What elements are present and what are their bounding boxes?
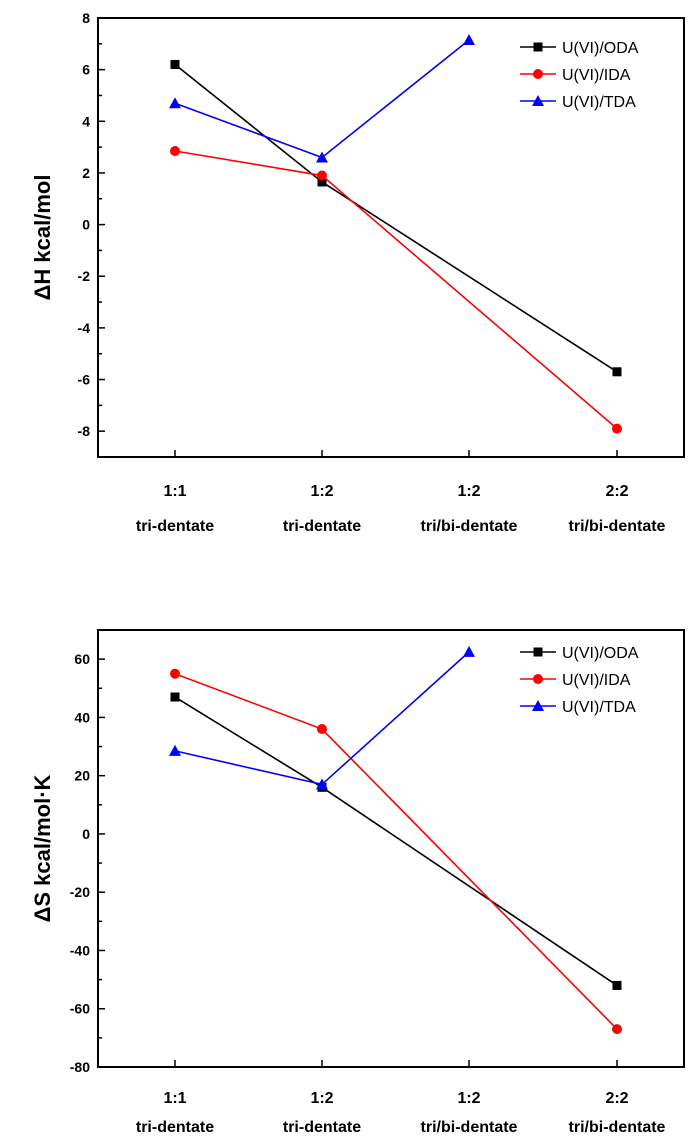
legend-label: U(VI)/ODA — [562, 645, 639, 662]
y-tick-label: -20 — [70, 884, 90, 900]
chart-panel-2: 60 40 20 0 -20 -40 -60 -80 1:1 tri-dentate 1:2 tri-… — [30, 629, 685, 1136]
y-tick-label: -6 — [78, 372, 91, 388]
data-point — [612, 980, 622, 990]
legend-marker — [533, 674, 543, 684]
x-subcategory-label: tri-dentate — [283, 518, 361, 535]
series-line — [174, 39, 470, 159]
x-category-label: 1:2 — [310, 1090, 333, 1107]
y-axis-label: ΔS kcal/mol·K — [30, 774, 55, 922]
legend-marker — [533, 647, 543, 657]
data-point — [170, 668, 180, 679]
series-line — [174, 651, 470, 786]
legend-label: U(VI)/ODA — [562, 40, 639, 57]
x-subcategory-label: tri/bi-dentate — [569, 1119, 666, 1136]
data-point — [463, 33, 475, 45]
series-line — [174, 696, 618, 987]
x-category-label: 2:2 — [605, 1090, 628, 1107]
y-axis-label: ΔH kcal/mol — [30, 175, 55, 301]
series-u-vi-tda — [169, 645, 475, 790]
data-point — [612, 1024, 622, 1035]
legend-label: U(VI)/TDA — [562, 94, 636, 111]
x-subcategory-label: tri/bi-dentate — [569, 518, 666, 535]
y-tick-label: 40 — [74, 709, 90, 725]
series-line — [174, 63, 618, 373]
legend-marker — [532, 700, 544, 711]
legend-marker — [532, 95, 544, 106]
y-tick-label: -60 — [70, 1001, 90, 1017]
series-u-vi-oda — [170, 59, 622, 377]
x-category-label: 1:2 — [310, 483, 333, 500]
y-tick-label: 8 — [82, 10, 90, 26]
data-point — [463, 645, 475, 657]
data-point — [612, 423, 622, 434]
x-subcategory-label: tri/bi-dentate — [421, 1119, 518, 1136]
data-point — [169, 744, 181, 756]
y-tick-label: -40 — [70, 942, 90, 958]
data-point — [170, 59, 180, 69]
legend-marker — [533, 42, 543, 52]
legend: U(VI)/ODA U(VI)/IDA U(VI)/TDA — [520, 40, 639, 111]
plot-frame — [97, 17, 685, 458]
data-point — [316, 151, 328, 163]
data-point — [170, 145, 180, 156]
x-category-label: 2:2 — [605, 483, 628, 500]
y-tick-label: 2 — [82, 165, 90, 181]
x-subcategory-label: tri/bi-dentate — [421, 518, 518, 535]
y-tick-label: 4 — [82, 113, 90, 129]
series-u-vi-oda — [170, 692, 622, 990]
data-point — [169, 97, 181, 109]
legend-label: U(VI)/TDA — [562, 699, 636, 716]
series-u-vi-tda — [169, 33, 475, 163]
data-point — [317, 170, 327, 181]
x-subcategory-label: tri-dentate — [136, 518, 214, 535]
x-category-label: 1:1 — [163, 483, 186, 500]
series-u-vi-ida — [170, 668, 622, 1035]
data-point — [316, 778, 328, 790]
legend-label: U(VI)/IDA — [562, 672, 631, 689]
data-point — [317, 177, 327, 187]
x-category-label: 1:2 — [457, 1090, 480, 1107]
y-tick-label: 0 — [82, 826, 90, 842]
x-subcategory-label: tri-dentate — [283, 1119, 361, 1136]
y-tick-label: -2 — [78, 268, 91, 284]
y-tick-label: 60 — [74, 651, 90, 667]
legend-label: U(VI)/IDA — [562, 67, 631, 84]
x-category-label: 1:1 — [163, 1090, 186, 1107]
data-point — [170, 692, 180, 702]
legend-marker — [533, 69, 543, 79]
y-tick-label: 0 — [82, 217, 90, 233]
series-u-vi-ida — [170, 145, 622, 434]
plot-frame — [97, 629, 685, 1068]
x-category-label: 1:2 — [457, 483, 480, 500]
series-line — [174, 672, 618, 1030]
x-subcategory-label: tri-dentate — [136, 1119, 214, 1136]
y-tick-label: -80 — [70, 1059, 90, 1075]
series-line — [174, 150, 618, 430]
y-tick-label: -8 — [78, 423, 91, 439]
legend: U(VI)/ODA U(VI)/IDA U(VI)/TDA — [520, 645, 639, 716]
data-point — [317, 724, 327, 735]
data-point — [612, 367, 622, 377]
y-tick-label: -4 — [78, 320, 91, 336]
y-tick-label: 20 — [74, 768, 90, 784]
chart-panel-1: 8 6 4 2 0 -2 -4 -6 -8 1:1 tri-dentate 1:2 tri-dentat… — [30, 10, 685, 535]
y-tick-label: 6 — [82, 62, 90, 78]
